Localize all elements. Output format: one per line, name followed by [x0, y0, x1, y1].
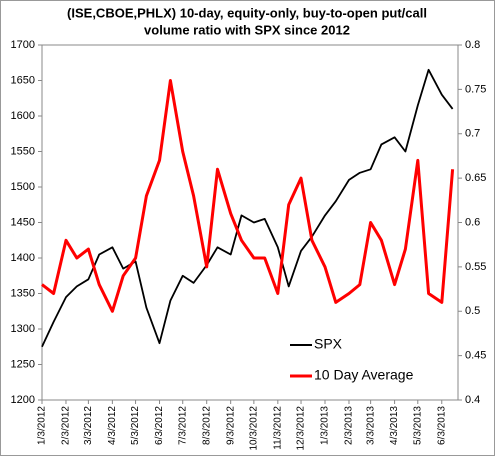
- legend-label: SPX: [314, 336, 343, 352]
- chart-title: (ISE,CBOE,PHLX) 10-day, equity-only, buy…: [67, 5, 427, 20]
- x-tick-label: 2/3/2012: [61, 406, 72, 445]
- x-tick-label: 7/3/2012: [177, 406, 188, 445]
- y2-tick-label: 0.7: [465, 128, 480, 140]
- y-tick-label: 1700: [11, 39, 35, 51]
- y2-tick-label: 0.75: [465, 83, 486, 95]
- y-tick-label: 1450: [11, 216, 35, 228]
- y-tick-label: 1250: [11, 358, 35, 370]
- y-tick-label: 1550: [11, 145, 35, 157]
- x-tick-label: 3/3/2013: [365, 406, 376, 445]
- x-tick-label: 10/3/2012: [249, 406, 260, 451]
- y-tick-label: 1650: [11, 74, 35, 86]
- x-tick-label: 1/3/2013: [320, 406, 331, 445]
- x-tick-label: 3/3/2012: [83, 406, 94, 445]
- x-tick-label: 4/3/2012: [107, 406, 118, 445]
- x-tick-label: 1/3/2012: [37, 406, 48, 445]
- y2-tick-label: 0.8: [465, 39, 480, 51]
- series-line: [41, 79, 455, 313]
- legend-label: 10 Day Average: [314, 367, 414, 383]
- x-tick-label: 6/3/2013: [436, 406, 447, 445]
- y-tick-label: 1500: [11, 181, 35, 193]
- x-tick-label: 5/3/2013: [412, 406, 423, 445]
- x-tick-label: 8/3/2012: [201, 406, 212, 445]
- x-tick-label: 4/3/2013: [389, 406, 400, 445]
- y2-tick-label: 0.65: [465, 172, 486, 184]
- y2-tick-label: 0.6: [465, 216, 480, 228]
- y-tick-label: 1400: [11, 252, 35, 264]
- y2-tick-label: 0.5: [465, 305, 480, 317]
- chart-title: volume ratio with SPX since 2012: [144, 22, 350, 37]
- y-tick-label: 1350: [11, 287, 35, 299]
- y2-tick-label: 0.55: [465, 261, 486, 273]
- y-tick-label: 1600: [11, 110, 35, 122]
- x-tick-label: 6/3/2012: [154, 406, 165, 445]
- x-tick-label: 12/3/2012: [296, 406, 307, 451]
- y2-tick-label: 0.4: [465, 394, 480, 406]
- y-tick-label: 1200: [11, 394, 35, 406]
- series-line: [41, 68, 454, 348]
- x-tick-label: 11/3/2012: [272, 406, 283, 450]
- x-tick-label: 9/3/2012: [225, 406, 236, 445]
- y2-tick-label: 0.45: [465, 350, 486, 362]
- x-tick-label: 2/3/2013: [344, 406, 355, 445]
- y-tick-label: 1300: [11, 323, 35, 335]
- x-tick-label: 5/3/2012: [130, 406, 141, 445]
